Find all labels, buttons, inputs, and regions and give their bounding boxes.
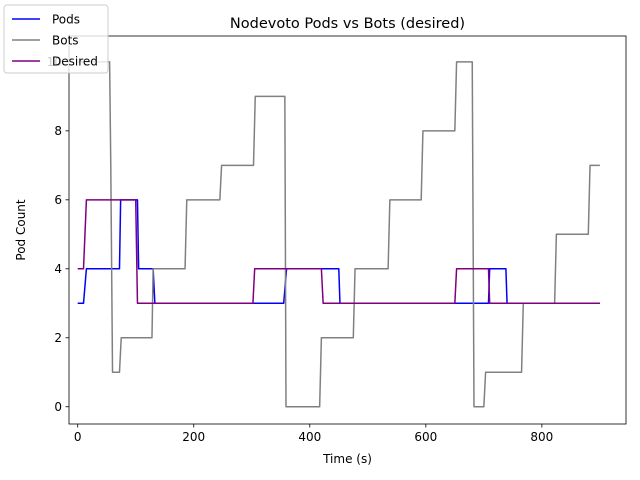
y-tick-label: 4 xyxy=(54,262,62,276)
y-tick-label: 0 xyxy=(54,400,62,414)
y-tick-label: 6 xyxy=(54,193,62,207)
y-tick-label: 8 xyxy=(54,124,62,138)
x-axis-label: Time (s) xyxy=(322,452,372,466)
chart-title: Nodevoto Pods vs Bots (desired) xyxy=(230,16,465,32)
y-tick-label: 2 xyxy=(54,331,62,345)
x-tick-label: 600 xyxy=(414,430,437,444)
legend-label-bots: Bots xyxy=(52,33,79,47)
y-axis-label: Pod Count xyxy=(14,199,28,261)
series-line-bots xyxy=(77,61,600,408)
plot-frame xyxy=(68,35,627,425)
legend-label-pods: Pods xyxy=(52,12,80,26)
legend-label-desired: Desired xyxy=(52,54,98,68)
series-line-desired xyxy=(77,199,600,305)
x-tick-label: 200 xyxy=(182,430,205,444)
x-axis-ticks: 0 200 400 600 800 xyxy=(74,424,553,444)
x-tick-label: 400 xyxy=(298,430,321,444)
legend: Pods Bots Desired xyxy=(3,4,109,74)
legend-box xyxy=(3,4,109,74)
x-tick-label: 800 xyxy=(530,430,553,444)
x-tick-label: 0 xyxy=(74,430,82,444)
series-line-pods xyxy=(77,199,600,305)
plot-lines xyxy=(77,61,600,408)
y-axis-ticks: 0246810 xyxy=(47,55,69,414)
